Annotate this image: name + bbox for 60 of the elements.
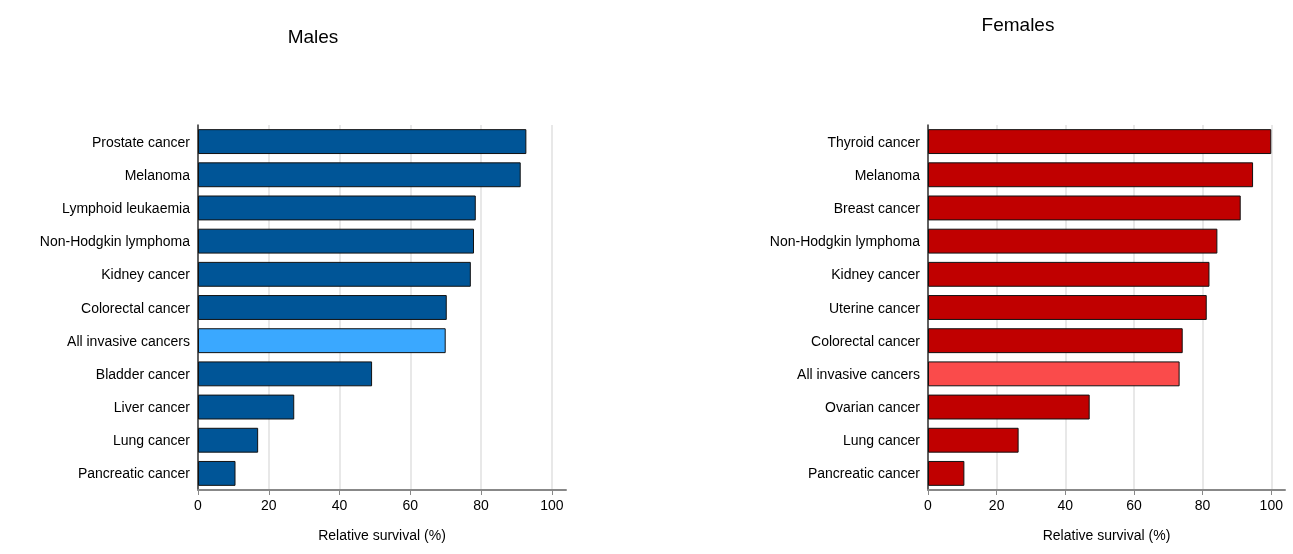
bar: [198, 228, 474, 254]
y-tick-label: Non-Hodgkin lymphoma: [769, 233, 921, 250]
bar: [928, 228, 1218, 254]
bar: [928, 162, 1254, 188]
bar: [928, 427, 1019, 453]
x-tick-label: 20: [260, 497, 277, 513]
y-tick-label: Kidney cancer: [101, 266, 191, 283]
y-tick-label: Kidney cancer: [831, 266, 921, 283]
bar: [198, 394, 295, 420]
bar: [928, 129, 1272, 155]
bar: [198, 195, 476, 221]
y-tick-label: Uterine cancer: [828, 299, 921, 316]
bar: [198, 162, 521, 188]
bar: [198, 261, 471, 287]
bar: [928, 195, 1241, 221]
bar: [928, 261, 1210, 287]
x-tick-label: 60: [1126, 497, 1142, 513]
bar: [198, 295, 447, 320]
x-tick-label: 100: [1259, 497, 1284, 513]
bar: [198, 460, 236, 486]
y-tick-label: Breast cancer: [833, 199, 921, 216]
y-tick-label: Liver cancer: [113, 399, 191, 416]
bar: [198, 328, 446, 354]
x-axis-title: Relative survival (%): [318, 527, 446, 543]
y-tick-label: Melanoma: [124, 166, 191, 183]
bar: [928, 361, 1180, 387]
x-tick-label: 60: [402, 497, 419, 513]
y-tick-label: Pancreatic cancer: [77, 465, 191, 482]
y-tick-label: Non-Hodgkin lymphoma: [39, 233, 191, 250]
chart-title: Males: [287, 26, 339, 47]
y-tick-label: Lymphoid leukaemia: [62, 199, 191, 216]
bar: [928, 394, 1090, 420]
y-tick-label: Colorectal cancer: [811, 332, 921, 349]
x-tick-label: 100: [540, 497, 564, 513]
bar: [928, 295, 1207, 320]
bar: [198, 361, 373, 387]
y-tick-label: Ovarian cancer: [825, 399, 921, 416]
y-tick-label: All invasive cancers: [67, 332, 190, 349]
y-tick-label: Bladder cancer: [95, 365, 191, 382]
y-tick-label: Prostate cancer: [91, 133, 191, 150]
bar: [928, 460, 965, 486]
y-tick-label: Melanoma: [854, 166, 921, 183]
x-tick-label: 0: [924, 497, 933, 513]
x-tick-label: 40: [331, 497, 348, 513]
bar: [198, 129, 527, 155]
x-tick-label: 40: [1057, 497, 1074, 513]
x-tick-label: 0: [194, 497, 203, 513]
x-tick-label: 20: [988, 497, 1005, 513]
bar: [198, 427, 259, 453]
y-tick-label: Lung cancer: [112, 432, 191, 449]
y-tick-label: Thyroid cancer: [827, 133, 921, 150]
y-tick-label: All invasive cancers: [797, 365, 920, 382]
x-axis-title: Relative survival (%): [1042, 527, 1171, 543]
bar: [928, 328, 1183, 354]
y-tick-label: Pancreatic cancer: [807, 465, 921, 482]
y-tick-label: Colorectal cancer: [81, 299, 191, 316]
y-tick-label: Lung cancer: [842, 432, 921, 449]
x-tick-label: 80: [1194, 497, 1211, 513]
chart-title: Females: [981, 14, 1055, 35]
x-tick-label: 80: [473, 497, 490, 513]
